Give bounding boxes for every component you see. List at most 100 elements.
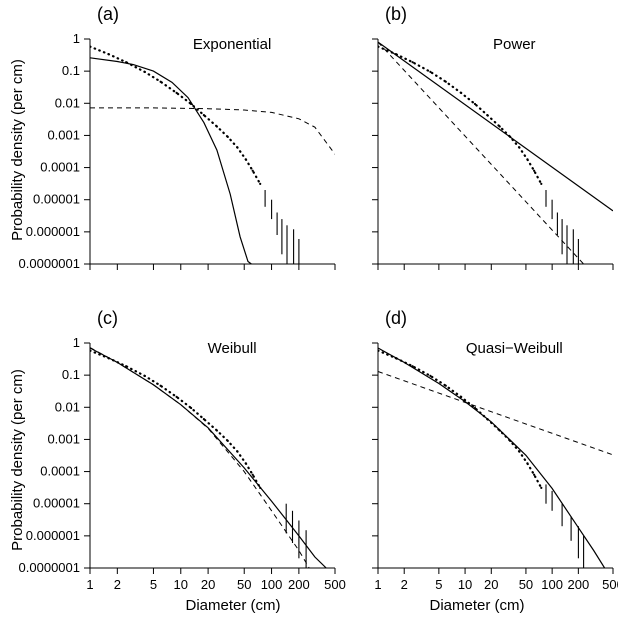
panel-b-observed-point [394,53,397,56]
panel-b-observed-point [460,91,463,94]
panel-d-x-tick-label-10: 10 [458,577,472,592]
panel-d-observed-series [378,349,543,489]
panel-a-observed-point [125,61,128,64]
panel-a-observed-series [90,45,262,185]
panel-b-observed-point [486,114,489,117]
panel-b-fit-dashed-line [378,41,584,264]
panel-d-observed-point [486,418,489,421]
panel-a-observed-point [159,80,162,83]
panel-c-observed-point [125,365,128,368]
panel-c-observed-point [251,473,254,476]
panel-a-y-tick-label-7: 1 [73,31,80,46]
panel-a-y-tick-label-3: 0.0001 [40,160,80,175]
panel-c-observed-point [175,395,178,398]
panel-d-x-tick-label-200: 200 [567,577,589,592]
panel-c-x-tick-label-10: 10 [174,577,188,592]
panel-a-observed-point [190,102,193,106]
panel-d-observed-point [526,462,529,465]
panel-b-observed-series [378,45,543,185]
panel-a-observed-point [226,135,229,138]
y-axis-title-bottom: Probability density (per cm) [9,369,26,551]
panel-a-observed-point [202,114,205,117]
panel-d-observed-point [444,384,447,387]
panel-d-x-tick-label-1: 1 [374,577,381,592]
panel-d-observed-point [540,486,543,489]
panel-d-x-tick-label-100: 100 [541,577,563,592]
panel-d-observed-point [473,406,477,410]
x-axis-title-right: Diameter (cm) [429,597,524,614]
panel-d-fit-dashed-line [378,371,613,456]
panel-c-x-tick-label-200: 200 [288,577,310,592]
panel-a-observed-point [90,45,92,48]
panel-b-observed-point [378,45,380,48]
panel-a-y-tick-label-1: 0.000001 [26,224,80,239]
panel-a-observed-point [143,70,146,73]
panel-c-observed-point [202,418,205,421]
panel-b-observed-point [411,61,414,64]
panel-c-observed-point [107,357,110,360]
panel-d-fit-solid-line [378,347,606,568]
panel-b-observed-point [533,169,536,172]
panel-a-observed-point [215,125,218,128]
panel-c-observed-point [236,450,239,453]
panel-c-observed-point [90,349,92,352]
panel-c-x-tick-label-5: 5 [150,577,157,592]
panel-a-observed-point [244,158,247,161]
panel-d-observed-point [509,439,512,442]
panel-a-observed-point [259,182,262,185]
panel-b-observed-point [526,158,529,161]
panel-c-y-tick-label-0: 0.0000001 [19,560,80,575]
panel-c-y-tick-label-7: 1 [73,335,80,350]
panel-d-observed-point [518,450,521,453]
panel-c-observed-point [190,406,193,410]
panel-c-x-tick-label-20: 20 [201,577,215,592]
panel-d-x-tick-label-20: 20 [484,577,498,592]
panel-d-observed-point [411,365,414,368]
panel-b-title: Power [493,36,536,53]
panel-a-observed-point [107,53,110,56]
panel-c-fit-dashed-line [90,347,310,568]
panel-b-observed-point [540,182,543,185]
panel-b-observed-point [518,146,521,149]
x-axis-title-left: Diameter (cm) [185,597,280,614]
panel-b-observed-point [444,80,447,83]
panel-a-y-tick-label-2: 0.00001 [33,192,80,207]
panel-d-x-tick-label-50: 50 [519,577,533,592]
panel-b-fit-solid-line [378,41,613,212]
panel-b-observed-point [509,135,512,138]
panel-a-observed-point [251,169,254,172]
panel-d-x-tick-label-500: 500 [602,577,618,592]
panel-c-y-tick-label-3: 0.0001 [40,464,80,479]
panel-c-y-tick-label-1: 0.000001 [26,528,80,543]
panel-c-fit-solid-line [90,347,327,568]
panel-a-y-tick-label-5: 0.01 [55,95,80,110]
panel-d-observed-point [429,374,432,377]
panel-c-letter: (c) [97,308,118,328]
panel-c-x-tick-label-100: 100 [261,577,283,592]
panel-c-y-tick-label-4: 0.001 [47,431,80,446]
panel-c-observed-point [259,486,262,489]
panel-b-observed-point [498,125,501,128]
panel-c-observed-point [215,429,218,432]
panel-c-observed-point [244,462,247,465]
panel-d-x-tick-label-2: 2 [401,577,408,592]
panel-c-x-tick-label-500: 500 [324,577,346,592]
panel-b-letter: (b) [385,4,407,24]
panel-c-x-tick-label-2: 2 [114,577,121,592]
panel-c-observed-point [143,374,146,377]
panel-a-y-tick-label-0: 0.0000001 [19,256,80,271]
panel-a-fit-dashed-line [90,107,335,155]
panel-d-x-tick-label-5: 5 [435,577,442,592]
panel-c-title: Weibull [208,340,257,357]
panel-a-observed-point [175,91,178,94]
panel-c-y-tick-label-2: 0.00001 [33,496,80,511]
panel-d-observed-point [498,429,501,432]
panel-c-observed-series [90,349,262,489]
panel-c-x-tick-label-50: 50 [237,577,251,592]
panel-b-observed-point [473,102,477,106]
panel-c-y-tick-label-6: 0.1 [62,367,80,382]
panel-c-x-tick-label-1: 1 [86,577,93,592]
panel-d-observed-point [460,395,463,398]
panel-a-observed-point [236,146,239,149]
